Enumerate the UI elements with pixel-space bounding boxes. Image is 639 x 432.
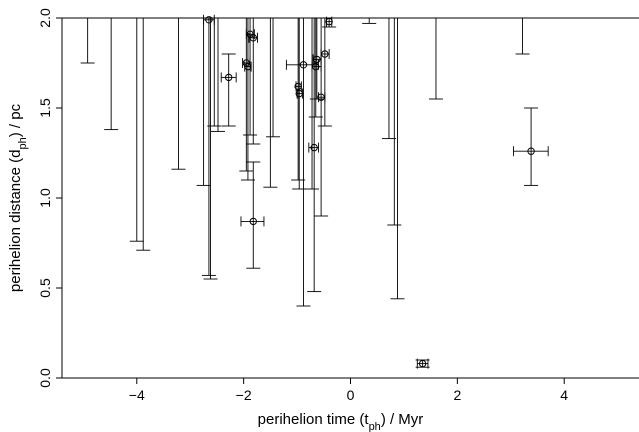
x-axis-title: perihelion time (tph) / Myr	[258, 411, 424, 432]
axis-title-main: perihelion distance (d	[7, 150, 24, 293]
data-point	[205, 16, 213, 24]
data-point	[249, 34, 257, 42]
y-tick-label: 0.5	[37, 278, 53, 298]
error-bars	[80, 14, 549, 369]
lower-limit-bar	[263, 18, 278, 188]
axes: −4 −2 0 2 4 0.0 0.5 1.0 1.5 2.0	[37, 8, 639, 403]
data-point	[294, 82, 302, 91]
data-point	[244, 62, 252, 71]
data-point-group	[322, 16, 337, 28]
data-point-group	[220, 53, 237, 127]
data-point-group	[291, 18, 306, 181]
axis-title-subscript: ph	[17, 137, 29, 149]
lower-limit-bar	[266, 18, 281, 138]
data-point	[418, 359, 427, 368]
lower-limit-bar	[129, 18, 144, 242]
axis-title-main: perihelion time (t	[258, 411, 370, 428]
lower-limit-bar	[196, 18, 211, 186]
axis-title-tail: ) / Myr	[381, 411, 424, 428]
x-tick-label: −4	[129, 387, 145, 403]
data-point-group	[285, 18, 319, 307]
x-tick-label: 2	[453, 387, 461, 403]
data-point-group	[201, 14, 216, 276]
lower-limit-bar	[104, 18, 119, 131]
lower-limit-bar	[203, 18, 218, 280]
data-point-group	[415, 358, 430, 369]
x-tick-label: −2	[236, 387, 252, 403]
data-point-group	[239, 18, 254, 172]
x-tick-label: 0	[347, 387, 355, 403]
data-point	[317, 93, 325, 101]
lower-limit-bar	[171, 18, 186, 170]
data-point-group	[240, 161, 265, 269]
data-point	[249, 217, 257, 226]
lower-limit-bar	[362, 18, 377, 24]
data-point	[295, 89, 303, 98]
lower-limit-bar	[136, 18, 151, 251]
lower-limit-bar	[207, 18, 222, 127]
lower-limit-bar	[515, 18, 530, 55]
data-point	[321, 50, 329, 58]
data-point-group	[512, 107, 549, 186]
y-tick-label: 2.0	[37, 8, 53, 28]
axis-title-tail: ) / pc	[7, 103, 24, 137]
lower-limit-bar	[305, 18, 320, 190]
axis-title-subscript: ph	[369, 421, 381, 432]
data-point	[312, 62, 320, 71]
x-tick-label: 4	[560, 387, 568, 403]
data-point	[310, 143, 318, 152]
data-point	[224, 73, 233, 82]
data-point-group	[308, 18, 323, 118]
lower-limit-bar	[387, 18, 402, 226]
data-point	[299, 61, 308, 69]
data-point-group	[317, 18, 332, 127]
y-axis-title: perihelion distance (dph) / pc	[7, 103, 29, 292]
data-point	[313, 55, 321, 64]
y-tick-label: 1.5	[37, 98, 53, 118]
lower-limit-bar	[80, 18, 95, 64]
data-point-group	[292, 18, 307, 190]
y-tick-label: 0.0	[37, 368, 53, 388]
lower-limit-bar	[211, 18, 226, 132]
lower-limit-bar	[381, 18, 396, 140]
data-point-group	[246, 18, 261, 145]
lower-limit-bar	[428, 18, 443, 100]
y-tick-label: 1.0	[37, 188, 53, 208]
lower-limit-bar	[390, 18, 405, 300]
data-point	[527, 147, 535, 155]
